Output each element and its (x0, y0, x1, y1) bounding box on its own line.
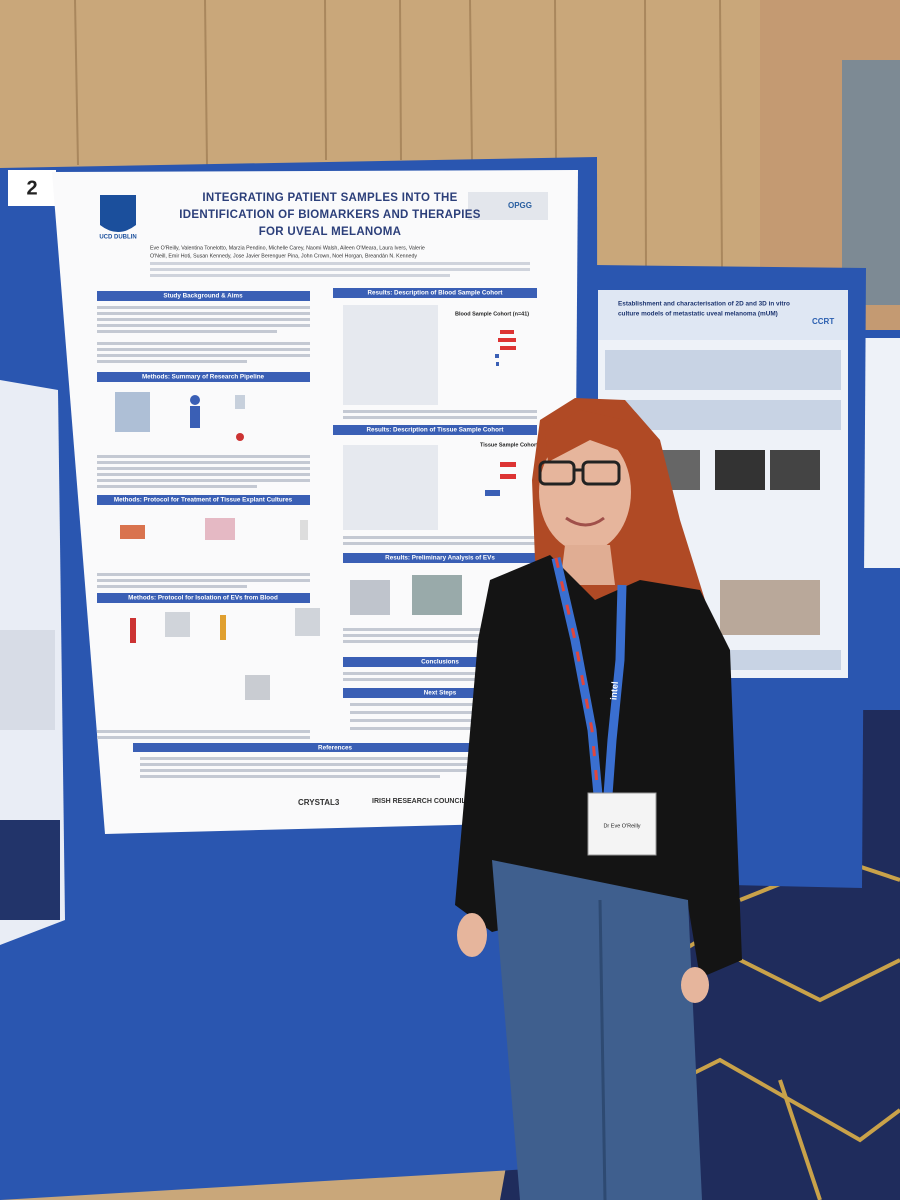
references-heading: References (318, 745, 352, 752)
poster-fragment-band (0, 820, 60, 920)
smile (565, 516, 605, 527)
section-bar (97, 372, 310, 382)
poster-number: 2 (26, 177, 37, 199)
poster-title: FOR UVEAL MELANOMA (259, 226, 402, 238)
figure-icons (115, 392, 320, 700)
section-bar (343, 553, 537, 563)
section-bar (333, 425, 537, 435)
body-text (97, 306, 310, 739)
section-heading: Next Steps (424, 690, 457, 697)
partner-logo: OPGG (508, 201, 532, 210)
section-bar (97, 291, 310, 301)
lanyard-text: intel (608, 681, 620, 700)
section-bar (97, 495, 310, 505)
poster-title: IDENTIFICATION OF BIOMARKERS AND THERAPI… (179, 209, 480, 221)
section-bar (343, 657, 537, 667)
badge-name: Dr Eve O'Reilly (603, 823, 640, 829)
hair-fringe (545, 410, 632, 462)
sponsor-logo: IRISH RESEARCH COUNCIL (372, 798, 466, 805)
section-bar (333, 288, 537, 298)
section-heading: Conclusions (421, 659, 459, 666)
affiliations (150, 262, 530, 277)
wall-art (842, 60, 900, 305)
section-heading: Results: Description of Tissue Sample Co… (366, 427, 504, 434)
section-heading: Results: Description of Blood Sample Coh… (367, 290, 503, 297)
lanyard (603, 584, 627, 796)
name-badge (587, 792, 657, 856)
second-poster-content (605, 350, 841, 670)
poster (52, 170, 578, 834)
glasses (538, 460, 621, 486)
poster-fragment-image (0, 630, 55, 730)
jeans-seam (598, 899, 607, 1200)
chart-title: Blood Sample Cohort (n=41) (455, 311, 529, 317)
section-bar (133, 743, 537, 752)
sponsor-logo: CRYSTAL3 (298, 798, 340, 807)
hand (681, 967, 709, 1003)
second-poster-title: Establishment and characterisation of 2D… (618, 301, 790, 308)
mini-chart-decoration (350, 330, 516, 615)
section-bar (343, 688, 537, 698)
poster-title: INTEGRATING PATIENT SAMPLES INTO THE (202, 192, 457, 204)
section-heading: Results: Preliminary Analysis of EVs (385, 555, 495, 562)
lanyard-stripe (554, 557, 600, 796)
section-heading: Methods: Protocol for Treatment of Tissu… (114, 497, 293, 504)
ucd-logo-text: UCD DUBLIN (99, 235, 136, 241)
section-heading: Methods: Summary of Research Pipeline (142, 374, 265, 381)
hand (457, 913, 487, 957)
partner-logo-box (468, 192, 548, 220)
section-bar (97, 593, 310, 603)
body-text (343, 410, 537, 730)
references (140, 757, 530, 778)
table (343, 445, 438, 530)
second-poster-title: culture models of metastatic uveal melan… (618, 311, 778, 318)
table (343, 305, 438, 405)
authors: O'Neill, Emir Hoti, Susan Kennedy, Jose … (150, 253, 417, 259)
wall-panels (74, 0, 723, 271)
neck (560, 545, 615, 585)
second-poster-logo: CCRT (812, 317, 834, 326)
ucd-logo (100, 195, 136, 232)
section-heading: Study Background & Aims (163, 293, 243, 300)
jeans (492, 860, 702, 1200)
chart-title: Tissue Sample Cohort (n=6) (480, 442, 553, 448)
number-card (8, 170, 56, 206)
second-poster-header (598, 290, 848, 340)
section-heading: Methods: Protocol for Isolation of EVs f… (128, 595, 278, 602)
authors: Eve O'Reilly, Valentina Tonelotto, Marzi… (150, 245, 425, 251)
